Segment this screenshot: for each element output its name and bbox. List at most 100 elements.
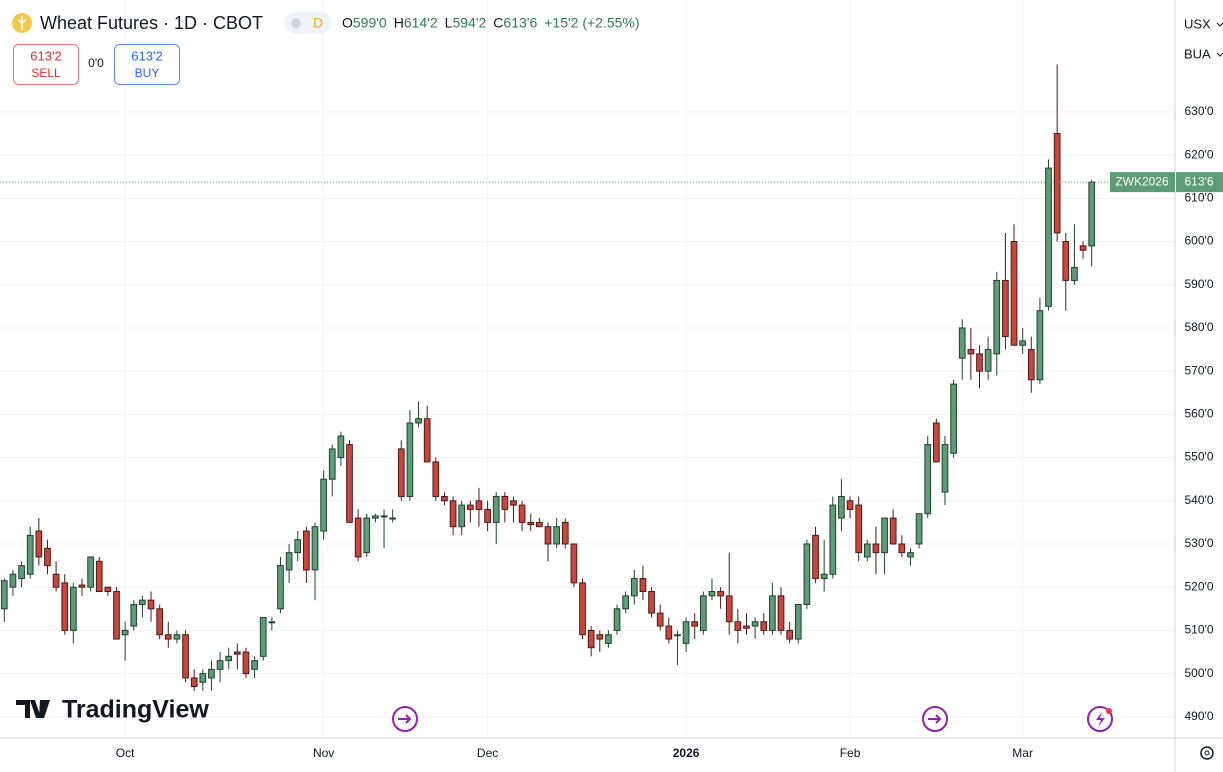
candle-body [285,552,293,571]
candle-body [113,591,120,640]
candle-body [855,504,863,554]
settings-icon-center [1204,750,1210,756]
candle-body [907,552,914,558]
candle-body [208,668,215,679]
candle-body [674,634,681,637]
y-tick-label: 620'0 [1185,147,1214,161]
spread: 0'0 [88,56,104,70]
candle-body [466,504,474,510]
logo-mark [16,700,50,718]
candle-body [458,504,466,528]
candle-body [1071,266,1078,281]
candle-body [898,543,906,554]
candle-body [708,591,716,597]
candle-body [389,517,397,520]
candle-body [682,621,690,644]
settings-icon[interactable] [1200,746,1214,760]
ohlc-key: L [445,15,453,31]
buy-button[interactable] [114,44,180,85]
candle-body [993,279,1001,355]
sell-label[interactable]: SELL [31,66,61,80]
candle-body [492,495,500,523]
candle-body [1027,349,1035,381]
x-tick-label: Mar [1012,746,1033,760]
buy-price[interactable]: 613'2 [131,48,162,63]
candle-body [164,634,172,640]
candle-body [182,634,189,679]
watermark: TradingView [62,696,209,724]
x-tick-label: Feb [840,746,861,760]
interval-badge-bg [284,12,332,34]
y-tick-label: 550'0 [1185,450,1214,464]
candle-body [475,500,483,510]
candle-body [1053,133,1061,234]
candle-body [52,573,60,588]
unit-menu[interactable]: BUA [1184,46,1211,61]
candle-body [303,530,310,571]
candle-body [337,435,345,459]
candle-body [277,565,284,610]
candle-body [311,526,319,571]
candle-body [794,603,802,640]
candle-body [639,578,647,593]
candle-body [363,517,371,554]
ohlc-value: 614'2 [404,15,438,31]
event-icon-glyph [928,714,942,724]
candle-body [527,521,535,526]
candle-body [984,349,992,372]
menu-caret [1216,52,1223,57]
candle-body [346,444,353,523]
alert-icon[interactable] [1087,706,1113,732]
candle-body [78,584,86,588]
candle-body [863,543,871,558]
candle-body [380,515,388,518]
candle-body [1019,340,1026,346]
sell-button[interactable] [13,44,79,85]
candle-body [570,543,578,584]
candle-body [441,495,448,502]
candle-body [501,495,509,510]
candle-body [397,448,405,497]
sell-price[interactable]: 613'2 [30,48,61,63]
candle-body [605,634,612,644]
y-tick-label: 510'0 [1185,623,1214,637]
candle-body [449,500,457,528]
chart-title: Wheat Futures · 1D · CBOT [40,13,263,33]
candle-body [95,560,103,593]
y-tick-label: 500'0 [1185,666,1214,680]
candle-body [812,534,819,580]
y-tick-label: 490'0 [1185,709,1214,723]
candle-body [87,556,94,588]
candle-body [630,578,638,597]
candle-body [130,603,138,627]
candle-body [415,418,422,424]
candle-body [9,573,17,588]
candle-body [838,495,845,519]
event-icon[interactable] [922,706,948,732]
candle-body [1062,241,1070,281]
menu-caret [1216,22,1223,27]
candle-body [958,327,966,359]
symbol-icon-glyph [17,16,27,30]
candle-body [139,599,146,605]
y-tick-label: 540'0 [1185,493,1214,507]
candle-body [251,660,258,670]
candle-body [1079,245,1087,251]
candle-body [777,595,785,631]
event-icon[interactable] [392,706,418,732]
candle-body [1002,279,1009,338]
candle-body [725,595,733,623]
candle-body [1010,241,1018,346]
candle-body [121,629,129,636]
candle-body [199,673,207,683]
last-price-tag-bg [1176,172,1223,193]
x-tick-label: 2026 [673,746,700,760]
currency-menu[interactable]: USX [1184,16,1211,31]
candle-body [769,595,776,631]
candle-body [561,521,569,545]
symbol-tag: ZWK2026 [1115,174,1169,188]
buy-label[interactable]: BUY [135,66,160,80]
candle-body [147,599,155,610]
candles [0,64,1096,691]
